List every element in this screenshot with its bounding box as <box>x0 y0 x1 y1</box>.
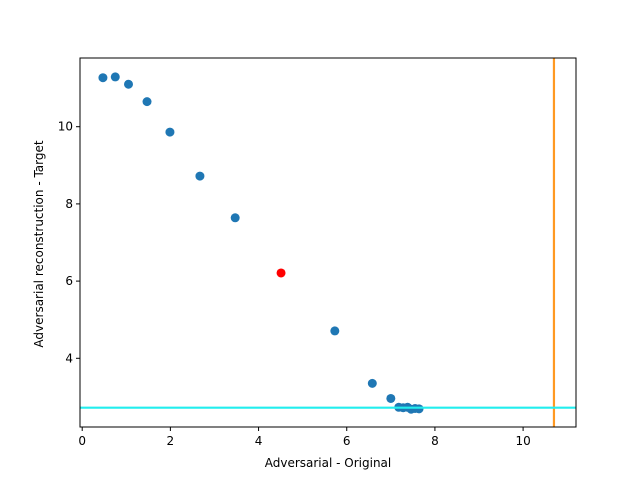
x-tick-label: 4 <box>255 434 263 448</box>
data-point-s0-9 <box>386 393 396 403</box>
x-tick-label: 2 <box>167 434 175 448</box>
x-tick-label: 10 <box>515 434 530 448</box>
data-point-s0-3 <box>142 97 152 107</box>
data-point-s0-0 <box>98 73 108 83</box>
axes-frame <box>79 57 577 428</box>
data-point-s0-8 <box>367 378 377 388</box>
x-tick-label: 6 <box>343 434 351 448</box>
y-tick-label: 6 <box>65 274 73 288</box>
data-point-s0-6 <box>230 213 240 223</box>
data-point-s1-0 <box>276 268 286 278</box>
data-point-s0-7 <box>330 326 340 336</box>
y-tick-label: 8 <box>65 197 73 211</box>
plot-area <box>79 57 577 428</box>
y-axis-ticks: 4 6 8 10 <box>58 120 80 365</box>
data-point-s0-4 <box>165 127 175 137</box>
y-axis-label: Adversarial reconstruction - Target <box>32 140 46 347</box>
x-axis-ticks: 0 2 4 6 8 10 <box>78 427 531 448</box>
x-tick-label: 8 <box>431 434 439 448</box>
y-tick-label: 10 <box>58 120 73 134</box>
data-point-s0-15 <box>414 404 424 414</box>
data-point-s0-1 <box>110 72 120 82</box>
x-tick-label: 0 <box>78 434 86 448</box>
y-tick-label: 4 <box>65 351 73 365</box>
data-point-s0-5 <box>195 171 205 181</box>
x-axis-label: Adversarial - Original <box>265 456 392 470</box>
data-point-s0-2 <box>124 79 133 89</box>
